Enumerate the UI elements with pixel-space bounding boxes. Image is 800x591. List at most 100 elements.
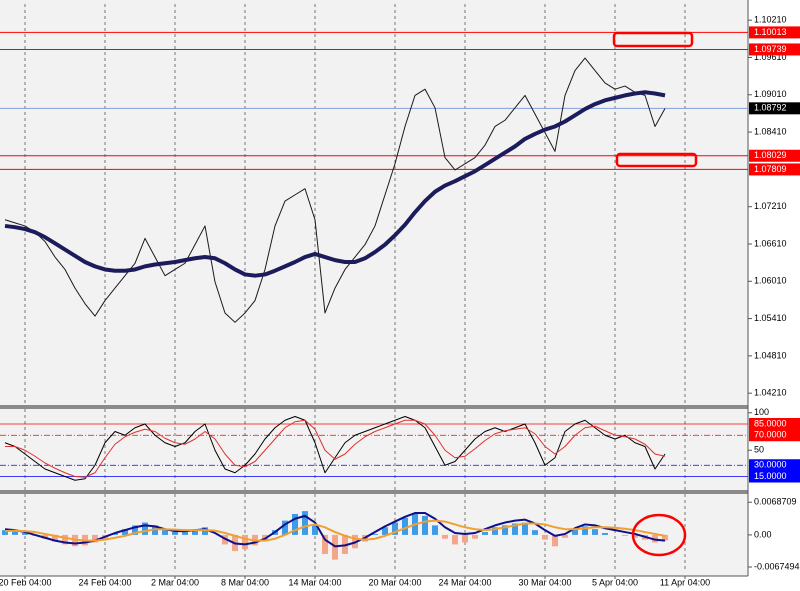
y-tick-label: -0.0067494 — [754, 561, 800, 571]
x-tick-label: 8 Mar 04:00 — [221, 577, 269, 587]
price-label: 1.10013 — [754, 27, 787, 37]
series-line — [4, 519, 666, 542]
histogram-bar — [392, 522, 398, 535]
histogram-bar — [432, 525, 438, 535]
y-tick-label: 1.04810 — [754, 350, 787, 360]
series-line — [4, 512, 666, 548]
x-tick-label: 2 Mar 04:00 — [151, 577, 199, 587]
y-tick-label: 1.08410 — [754, 126, 787, 136]
histogram-bar — [592, 529, 598, 535]
x-tick-label: 11 Apr 04:00 — [660, 577, 710, 587]
price-label-box — [749, 26, 800, 39]
y-tick-label: 0.0068709 — [754, 497, 797, 507]
histogram-bar — [532, 530, 538, 535]
highlight-box — [612, 31, 694, 48]
price-label-box — [749, 102, 800, 115]
histogram-bar — [282, 520, 288, 535]
y-tick-label: 1.06610 — [754, 238, 787, 248]
x-tick-label: 20 Mar 04:00 — [368, 577, 421, 587]
panel-separator — [0, 490, 748, 494]
histogram-bar — [622, 534, 628, 536]
y-tick-label: 1.04210 — [754, 388, 787, 398]
level-label: 15.0000 — [754, 471, 787, 481]
histogram-bar — [482, 532, 488, 535]
histogram-bar — [92, 534, 98, 543]
y-tick-label: 1.05410 — [754, 313, 787, 323]
histogram-bar — [372, 533, 378, 535]
histogram-bar — [22, 533, 28, 535]
histogram-bar — [572, 529, 578, 535]
histogram-bar — [322, 534, 328, 554]
histogram-bar — [552, 534, 558, 547]
series-line — [4, 416, 666, 481]
histogram-bar — [502, 525, 508, 535]
price-label: 1.07809 — [754, 164, 787, 174]
highlight-circle — [631, 513, 687, 557]
histogram-bar — [182, 531, 188, 535]
histogram-bar — [562, 534, 568, 538]
histogram-bar — [602, 533, 608, 535]
histogram-bar — [512, 523, 518, 535]
y-tick-label: 0.00 — [754, 529, 772, 539]
price-label: 1.08029 — [754, 150, 787, 160]
histogram-bar — [492, 527, 498, 535]
histogram-bar — [262, 534, 268, 540]
x-tick-label: 24 Feb 04:00 — [78, 577, 131, 587]
y-tick-label: 1.09610 — [754, 52, 787, 62]
histogram-bar — [662, 534, 668, 541]
histogram-bar — [62, 534, 68, 545]
x-tick-label: 20 Feb 04:00 — [0, 577, 52, 587]
x-tick-label: 14 Mar 04:00 — [288, 577, 341, 587]
series-line — [4, 57, 666, 323]
histogram-bar — [12, 531, 18, 535]
level-label-box — [749, 429, 800, 442]
histogram-bar — [2, 530, 8, 535]
histogram-bar — [122, 529, 128, 535]
histogram-bar — [52, 534, 58, 542]
x-tick-label: 5 Apr 04:00 — [592, 577, 638, 587]
histogram-bar — [542, 534, 548, 540]
histogram-bar — [402, 517, 408, 535]
plot-background — [0, 0, 748, 576]
level-label: 30.0000 — [754, 460, 787, 470]
histogram-bar — [442, 534, 448, 539]
histogram-bar — [192, 529, 198, 535]
histogram-bar — [582, 526, 588, 535]
price-label-box — [749, 149, 800, 162]
histogram-bar — [132, 525, 138, 535]
histogram-bar — [452, 534, 458, 545]
y-tick-label: 1.06010 — [754, 276, 787, 286]
histogram-bar — [462, 534, 468, 543]
highlight-box — [615, 152, 698, 168]
y-tick-label: 1.07210 — [754, 201, 787, 211]
histogram-bar — [422, 515, 428, 535]
histogram-bar — [172, 532, 178, 535]
price-label: 1.09739 — [754, 44, 787, 54]
price-label: 1.08792 — [754, 103, 787, 113]
histogram-bar — [242, 534, 248, 550]
histogram-bar — [302, 511, 308, 535]
y-tick-label: 1.09010 — [754, 89, 787, 99]
panel-separator — [0, 405, 748, 409]
x-tick-label: 24 Mar 04:00 — [438, 577, 491, 587]
histogram-bar — [632, 534, 638, 538]
y-tick-label: 50 — [754, 445, 764, 455]
series-line — [5, 419, 666, 478]
level-label-box — [749, 459, 800, 472]
price-label-box — [749, 163, 800, 176]
histogram-bar — [142, 522, 148, 535]
level-label: 85.0000 — [754, 418, 787, 428]
histogram-bar — [472, 534, 478, 539]
level-label: 70.0000 — [754, 430, 787, 440]
level-label-box — [749, 470, 800, 483]
y-tick-label: 100 — [754, 407, 769, 417]
level-label-box — [749, 418, 800, 430]
histogram-bar — [292, 513, 298, 535]
histogram-bar — [162, 530, 168, 535]
histogram-bar — [382, 527, 388, 535]
price-label-box — [749, 43, 800, 56]
series-line — [4, 90, 666, 278]
x-tick-label: 30 Mar 04:00 — [518, 577, 571, 587]
